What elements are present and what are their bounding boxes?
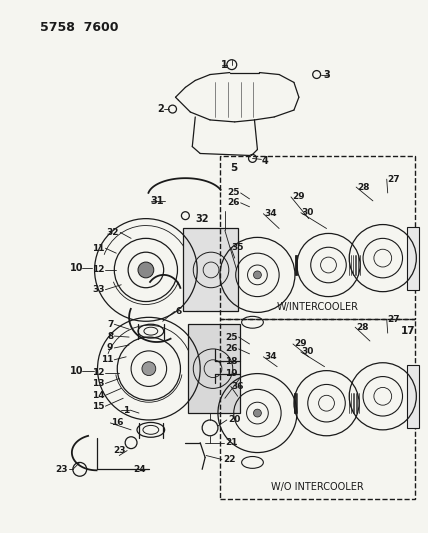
Text: 11: 11 (101, 356, 113, 364)
Text: 24: 24 (133, 465, 146, 474)
Circle shape (142, 362, 156, 376)
Text: 34: 34 (265, 209, 277, 218)
Text: 27: 27 (388, 175, 400, 184)
Text: 10: 10 (70, 263, 83, 273)
Text: 7: 7 (107, 320, 113, 329)
Text: 9: 9 (107, 343, 113, 352)
Text: 26: 26 (227, 198, 240, 207)
Text: 25: 25 (225, 333, 238, 342)
Bar (407, 227, 419, 290)
Text: 1: 1 (221, 60, 228, 70)
Text: 26: 26 (225, 344, 238, 353)
Text: 5758  7600: 5758 7600 (40, 21, 119, 34)
Bar (407, 365, 419, 428)
Text: 34: 34 (265, 352, 277, 361)
Circle shape (138, 262, 154, 278)
Circle shape (253, 409, 262, 417)
Text: 15: 15 (92, 402, 104, 410)
Text: 12: 12 (92, 368, 104, 377)
Text: 23: 23 (55, 465, 68, 474)
Text: W/INTERCOOLER: W/INTERCOOLER (276, 302, 359, 312)
Text: 31: 31 (150, 196, 163, 206)
Text: 29: 29 (294, 340, 306, 349)
Text: 21: 21 (225, 438, 238, 447)
Text: 29: 29 (292, 192, 305, 201)
Text: 32: 32 (195, 214, 209, 224)
Text: 32: 32 (107, 228, 119, 237)
Text: 35: 35 (232, 243, 244, 252)
Bar (220, 319, 415, 499)
Text: 3: 3 (324, 69, 330, 79)
Text: 18: 18 (225, 357, 238, 366)
Text: 4: 4 (262, 156, 268, 166)
Text: 28: 28 (357, 182, 370, 191)
Text: 1: 1 (123, 406, 129, 415)
Text: 8: 8 (107, 332, 113, 341)
Circle shape (253, 271, 262, 279)
Text: 36: 36 (232, 382, 244, 391)
Bar (184, 229, 238, 311)
Text: 30: 30 (302, 348, 314, 357)
Text: 10: 10 (70, 366, 83, 376)
Text: 33: 33 (92, 285, 104, 294)
Bar (220, 157, 415, 319)
Text: 2: 2 (157, 104, 163, 114)
Text: 11: 11 (92, 244, 104, 253)
Text: 13: 13 (92, 379, 104, 388)
Text: 14: 14 (92, 391, 104, 400)
Text: 12: 12 (92, 265, 104, 274)
Text: 25: 25 (227, 189, 240, 197)
Text: 16: 16 (111, 418, 124, 427)
Text: 27: 27 (388, 315, 400, 324)
Text: 19: 19 (225, 369, 238, 378)
Text: 17: 17 (401, 326, 415, 336)
Text: 23: 23 (114, 446, 126, 455)
Text: 30: 30 (302, 208, 314, 217)
Text: 20: 20 (228, 416, 240, 424)
Text: 28: 28 (356, 322, 369, 332)
Text: 22: 22 (223, 455, 235, 464)
Text: 6: 6 (175, 307, 182, 316)
Bar (188, 324, 240, 413)
Text: W/O INTERCOOLER: W/O INTERCOOLER (271, 482, 364, 492)
Text: 5: 5 (230, 163, 237, 173)
